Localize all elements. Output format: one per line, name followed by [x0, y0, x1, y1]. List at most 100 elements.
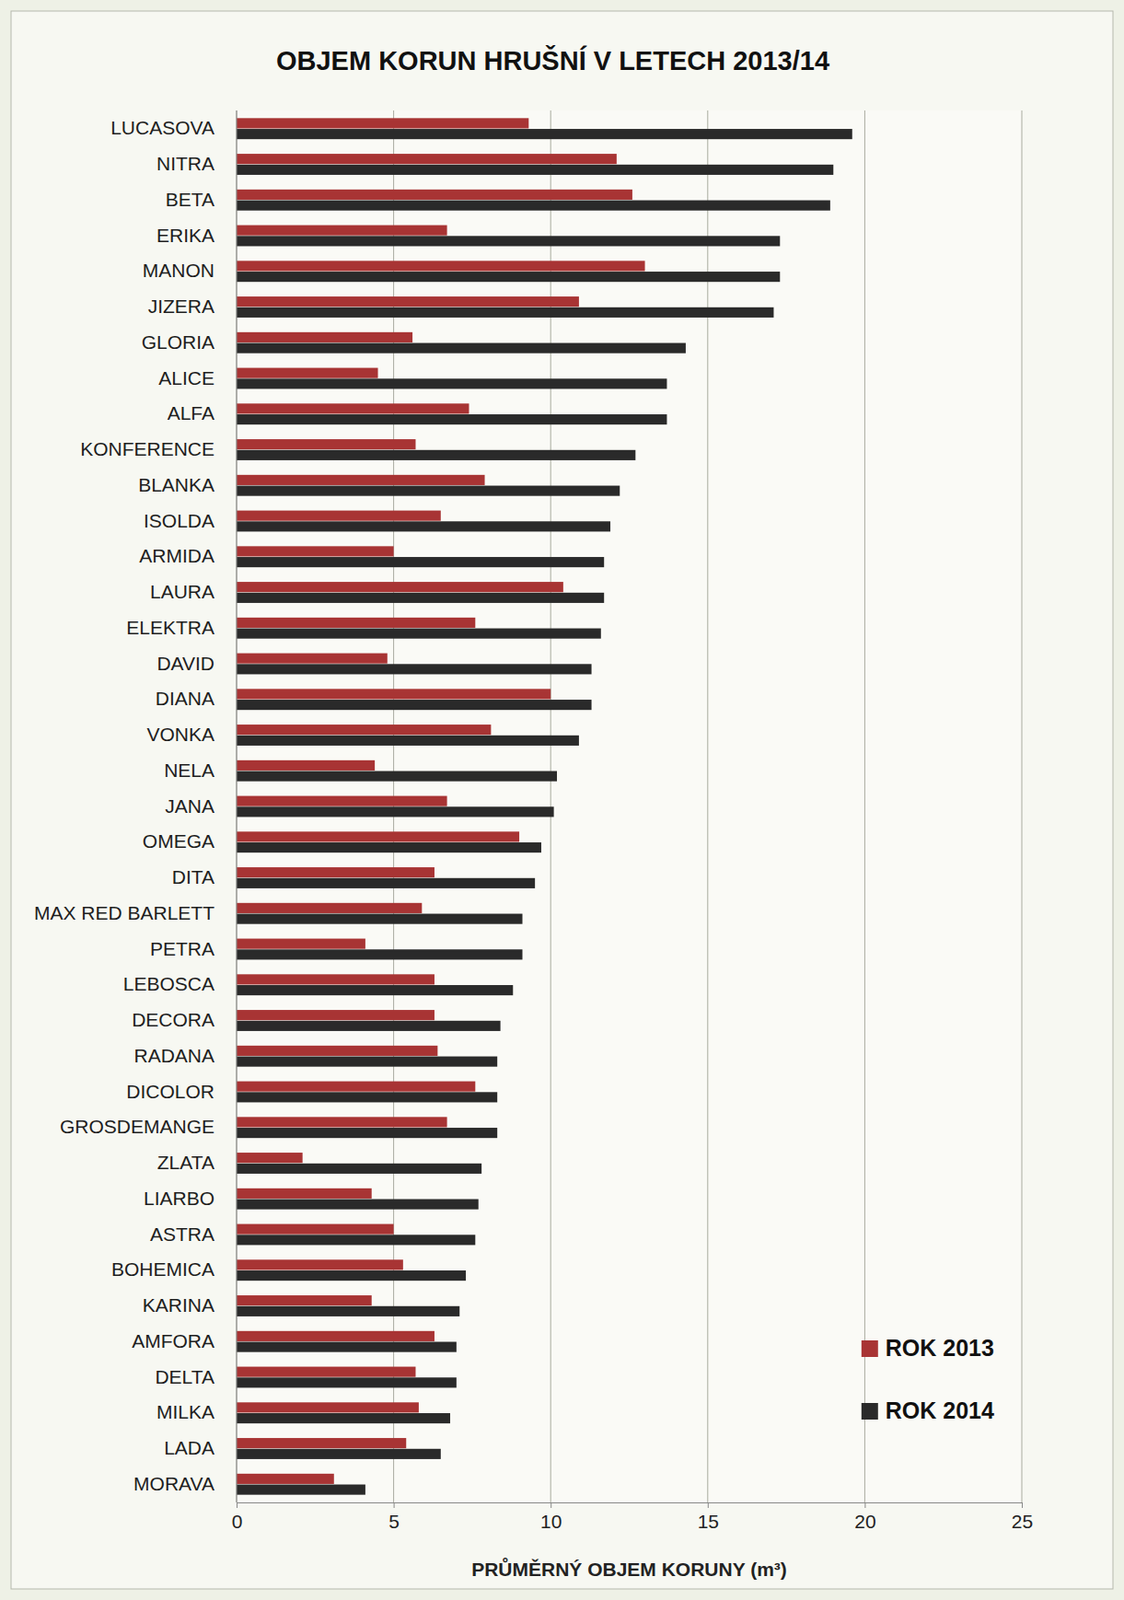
bar [236, 806, 555, 817]
bar [236, 867, 435, 878]
tick: MORAVA [133, 1472, 215, 1495]
category-label: MANON [142, 259, 215, 281]
bar [236, 1188, 372, 1199]
bar [236, 545, 394, 557]
category-label: JIZERA [148, 295, 215, 317]
tick-mark [236, 1502, 238, 1508]
category-label: LADA [163, 1436, 215, 1459]
bar [236, 1199, 479, 1210]
category-label: LIARBO [143, 1187, 215, 1209]
bar [236, 699, 592, 710]
tick: VONKA [146, 723, 215, 745]
bar [236, 296, 580, 307]
bar [236, 688, 551, 699]
bar [236, 1484, 366, 1495]
bar [236, 1127, 498, 1138]
bar [236, 1020, 501, 1032]
bar [236, 735, 580, 746]
bar [236, 796, 448, 807]
category-label: NITRA [156, 152, 215, 174]
bar [236, 117, 529, 128]
bar [236, 235, 780, 246]
tick: NELA [163, 759, 215, 781]
tick-label: 15 [697, 1510, 719, 1532]
bar [236, 1448, 441, 1460]
bar [236, 1224, 394, 1235]
plot-area [236, 110, 1022, 1503]
bar [236, 1009, 435, 1020]
grid-line [550, 110, 552, 1503]
y-axis: LUCASOVANITRABETAERIKAMANONJIZERAGLORIAA… [34, 116, 215, 1494]
title: OBJEM KORUN HRUŠNÍ V LETECH 2013/14 [276, 45, 830, 76]
bar [236, 1045, 438, 1056]
grid-line [393, 110, 394, 1503]
tick: BOHEMICA [111, 1258, 215, 1280]
category-label: MORAVA [133, 1472, 215, 1495]
bar [236, 153, 617, 164]
bar [236, 414, 667, 425]
bar [236, 521, 611, 532]
category-label: LUCASOVA [110, 116, 215, 139]
axis-line [237, 1502, 1023, 1504]
category-label: ERIKA [156, 224, 215, 246]
tick: 10 [540, 1502, 562, 1532]
tick: 0 [231, 1502, 244, 1532]
bar [236, 1437, 406, 1449]
tick: LADA [163, 1436, 215, 1459]
tick: LAURA [150, 580, 215, 603]
tick: MANON [142, 259, 215, 281]
tick-mark [550, 1502, 552, 1508]
bar [236, 984, 513, 996]
tick: ERIKA [156, 224, 215, 246]
bar [236, 510, 441, 522]
tick-label: 5 [388, 1510, 400, 1532]
category-label: BLANKA [138, 474, 215, 496]
bar [236, 842, 542, 853]
legend-label: ROK 2013 [885, 1334, 995, 1361]
bar [236, 271, 780, 282]
category-label: OMEGA [142, 830, 215, 852]
category-label: KONFERENCE [80, 438, 215, 460]
bar [236, 260, 646, 271]
tick-mark [1021, 1502, 1023, 1508]
tick: LUCASOVA [110, 116, 215, 139]
bar [236, 581, 564, 592]
bar [236, 200, 831, 211]
tick: ASTRA [150, 1223, 215, 1245]
category-label: ZLATA [157, 1151, 215, 1173]
tick: PETRA [150, 938, 215, 960]
tick-mark [707, 1502, 709, 1508]
bar [236, 973, 435, 985]
bar [236, 1259, 404, 1270]
tick-mark [393, 1502, 395, 1508]
tick: LEBOSCA [123, 973, 215, 995]
bar [236, 307, 774, 318]
bar [236, 403, 469, 414]
bar [236, 1081, 476, 1092]
bar [236, 128, 853, 140]
frame [11, 11, 1113, 1589]
tick: ALFA [167, 402, 215, 424]
category-label: ASTRA [150, 1223, 215, 1245]
tick: MILKA [156, 1401, 215, 1423]
tick: OMEGA [142, 830, 215, 852]
bar [236, 439, 416, 450]
category-label: ALICE [158, 367, 215, 389]
tick-label: 20 [854, 1510, 876, 1532]
bar [236, 164, 834, 175]
bar [236, 663, 592, 674]
bar [236, 760, 375, 771]
bar [236, 878, 535, 889]
category-label: BOHEMICA [111, 1258, 215, 1280]
category-label: RADANA [133, 1044, 215, 1067]
axis-title: PRŮMĚRNÝ OBJEM KORUNY (m³) [471, 1556, 788, 1580]
category-label: LEBOSCA [123, 973, 215, 995]
legend: ROK 2013ROK 2014 [861, 1334, 995, 1424]
category-label: GLORIA [141, 331, 215, 353]
bar [236, 189, 633, 200]
tick: GROSDEMANGE [59, 1115, 215, 1137]
category-label: DITA [172, 866, 215, 888]
category-label: GROSDEMANGE [59, 1115, 215, 1137]
bar [236, 914, 522, 925]
bar [236, 1306, 460, 1317]
